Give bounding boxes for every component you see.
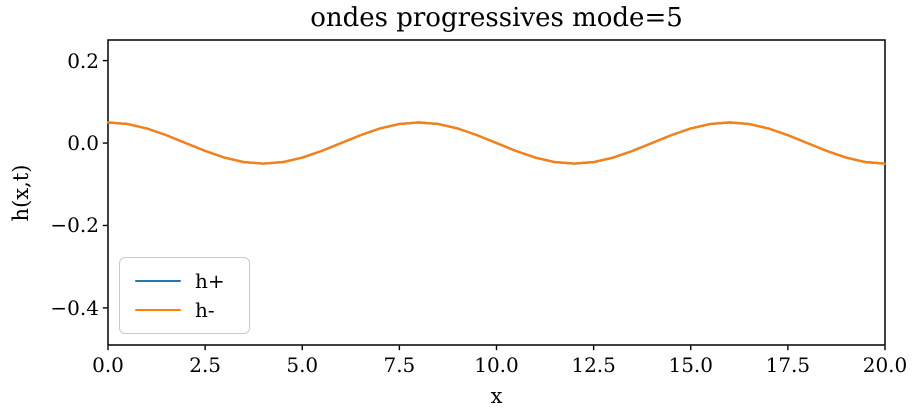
x-tick-label: 15.0 xyxy=(668,353,714,377)
y-tick-label: −0.2 xyxy=(50,213,99,238)
x-axis-label: x xyxy=(490,384,503,408)
y-tick-label: 0.0 xyxy=(67,131,99,156)
legend: h+ h- xyxy=(119,257,250,334)
y-tick-label: −0.4 xyxy=(50,295,99,320)
x-tick-label: 7.5 xyxy=(383,353,416,377)
y-axis-label: h(x,t) xyxy=(9,164,33,222)
y-tick-label: 0.2 xyxy=(67,48,99,73)
x-tick-label: 10.0 xyxy=(474,353,519,377)
legend-entry-h-plus: h+ xyxy=(135,271,249,291)
legend-line-sample-h-minus xyxy=(135,308,181,312)
x-tick-label: 5.0 xyxy=(286,353,319,377)
chart-title: ondes progressives mode=5 xyxy=(310,3,683,33)
series-line-h- xyxy=(106,121,887,165)
x-tick-label: 12.5 xyxy=(571,353,616,377)
x-tick-label: 20.0 xyxy=(862,353,908,377)
legend-entry-h-minus: h- xyxy=(135,300,249,320)
legend-label-h-plus: h+ xyxy=(195,269,225,293)
x-tick-label: 2.5 xyxy=(189,353,222,377)
plot-spines xyxy=(107,39,886,346)
x-tick-label: 0.0 xyxy=(92,353,124,377)
legend-line-sample-h-plus xyxy=(135,279,181,283)
legend-label-h-minus: h- xyxy=(195,298,215,322)
x-tick-label: 17.5 xyxy=(765,353,811,377)
